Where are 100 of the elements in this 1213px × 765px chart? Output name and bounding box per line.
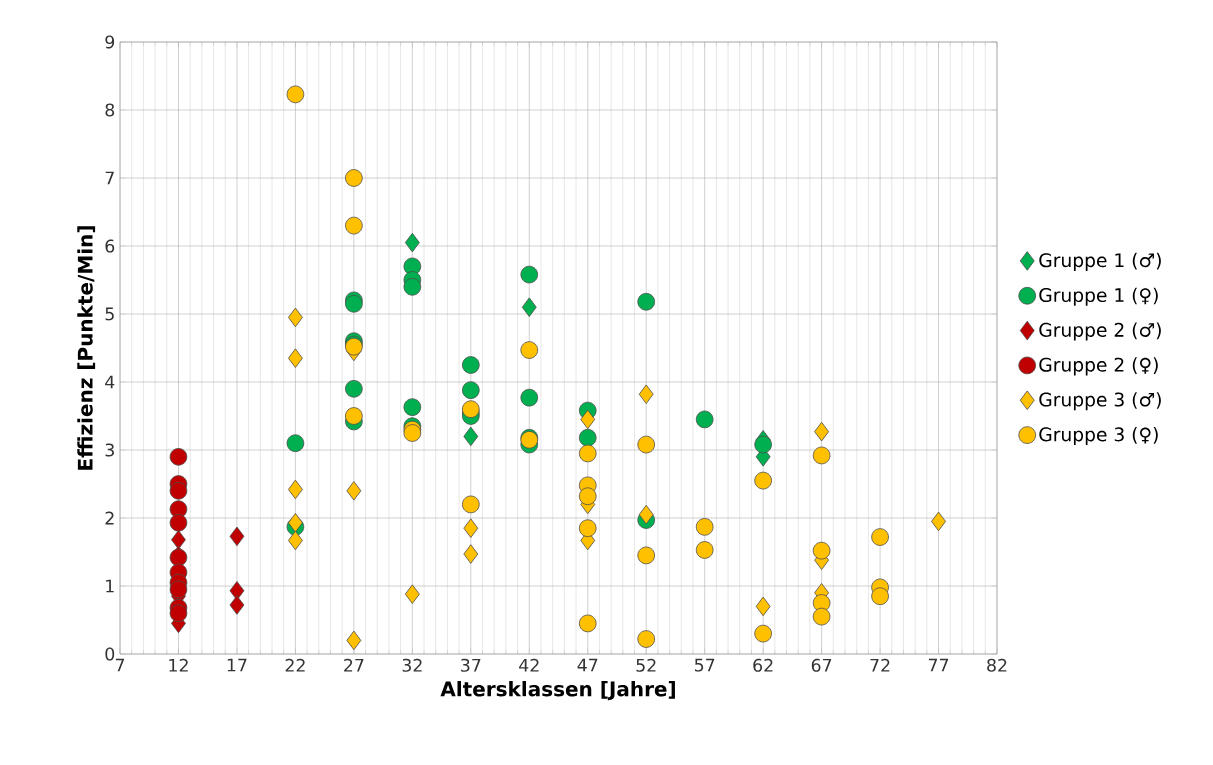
point [169,604,188,622]
point [229,581,245,601]
y-tick-label: 0 [105,647,115,661]
point [638,384,654,404]
point [403,398,422,416]
y-tick-label: 5 [105,307,114,321]
point [578,487,597,506]
point [169,482,188,500]
point [404,584,420,604]
x-tick-label: 12 [169,658,188,672]
legend-label: Gruppe 1 (♀) [1039,287,1158,306]
point [754,624,772,643]
point [871,587,889,605]
point [521,297,537,317]
point [169,580,188,599]
legend-label: Gruppe 1 (♂) [1039,252,1161,271]
point [695,518,714,536]
legend-label: Gruppe 2 (♀) [1039,357,1158,376]
point [812,446,831,465]
point [169,513,188,532]
point [754,435,772,454]
point [288,479,303,500]
point [578,444,597,463]
point [637,546,656,565]
point [345,407,363,425]
legend-label: Gruppe 3 (♂) [1039,392,1161,411]
legend-label: Gruppe 2 (♂) [1039,322,1161,341]
x-tick-label: 42 [519,658,539,672]
point [463,518,479,538]
point [171,530,186,550]
point [345,380,363,398]
point [286,85,305,104]
point [229,595,245,615]
point [695,541,714,559]
point [463,544,479,564]
y-tick-label: 9 [105,35,115,49]
x-tick-label: 47 [577,658,598,672]
point [462,400,480,418]
point [462,495,480,514]
point [578,428,597,447]
y-tick-label: 7 [105,171,114,185]
point [169,448,188,466]
point [286,434,305,452]
y-tick-label: 3 [105,443,114,457]
point [812,607,831,626]
point [637,292,656,311]
x-tick-label: 62 [753,658,773,672]
point [578,614,597,633]
x-tick-label: 82 [987,658,1007,672]
x-tick-label: 57 [694,658,715,672]
x-tick-label: 27 [344,658,364,672]
x-tick-label: 72 [870,658,890,672]
point [812,541,831,560]
y-axis-title: Effizienz [Punkte/Min] [77,226,96,470]
y-tick-label: 6 [105,239,115,253]
y-tick-label: 4 [105,375,115,389]
point [346,481,362,501]
point [288,513,303,533]
x-tick-label: 32 [402,658,422,672]
y-tick-label: 1 [106,579,114,593]
point [637,435,656,454]
y-tick-label: 2 [105,511,114,525]
point [345,295,363,313]
point [462,381,480,399]
x-tick-label: 22 [285,658,305,672]
point [637,630,656,648]
point [931,511,946,532]
point [812,594,831,612]
point [695,410,714,429]
point [345,216,363,235]
point [346,630,362,651]
point [404,232,420,253]
point [463,426,479,447]
x-tick-label: 37 [461,658,481,672]
point [520,341,539,359]
point [578,519,597,537]
x-tick-label: 7 [115,658,125,672]
point [520,388,539,407]
point [814,421,830,442]
legend-label: Gruppe 3 (♀) [1039,426,1158,446]
point [288,530,303,551]
point [288,348,303,368]
point [871,528,889,546]
point [580,409,596,430]
point [229,526,245,547]
point [403,278,422,296]
y-tick-label: 8 [105,103,115,117]
point [288,307,303,328]
point [755,596,771,617]
x-tick-label: 17 [227,658,247,672]
point [345,169,363,187]
x-axis-title: Altersklassen [Jahre] [440,680,675,701]
x-tick-label: 52 [636,658,656,672]
x-tick-label: 67 [811,658,832,672]
point [638,504,654,525]
point [754,471,772,490]
point [462,356,480,374]
point [403,424,422,442]
x-tick-label: 77 [928,658,949,672]
point [520,265,539,284]
